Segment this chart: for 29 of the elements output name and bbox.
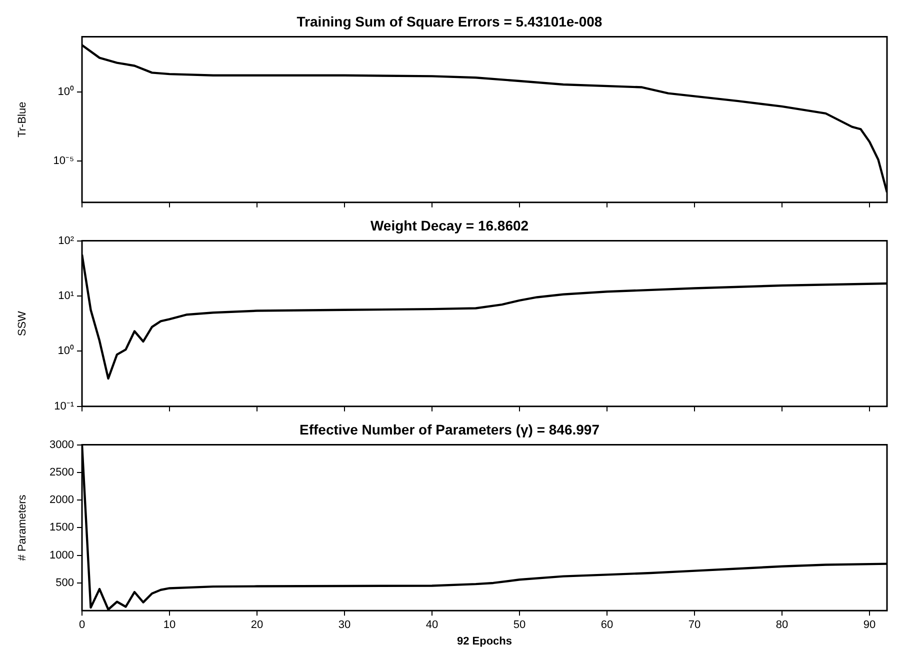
chart-title: Effective Number of Parameters (γ) = 846.997 [300,421,600,438]
chart-title: Training Sum of Square Errors = 5.43101e-008 [296,13,602,30]
x-tick-label: 30 [338,619,351,632]
y-axis-title: Tr-Blue [16,102,29,138]
chart-title: Weight Decay = 16.8602 [370,217,529,234]
x-tick-label: 70 [688,619,701,632]
x-tick-label: 60 [600,619,614,632]
y-tick-label: 10² [58,234,74,247]
y-tick-label: 10¹ [58,290,74,302]
y-tick-label: 500 [56,577,74,589]
y-tick-label: 1000 [50,549,74,562]
y-tick-label: 2000 [50,494,74,506]
y-tick-label: 2500 [50,466,74,478]
y-tick-label: 10⁻⁵ [53,155,74,168]
y-tick-label: 10⁰ [58,344,74,358]
y-axis-title: # Parameters [16,494,29,561]
y-tick-label: 3000 [50,438,74,451]
x-axis-title: 92 Epochs [456,635,512,648]
y-tick-label: 10⁻¹ [54,400,74,412]
x-tick-label: 80 [776,619,788,632]
x-tick-label: 50 [513,619,526,632]
y-axis-title: SSW [16,310,29,336]
x-tick-label: 0 [78,619,86,632]
y-tick-label: 10⁰ [58,85,74,98]
x-tick-label: 10 [163,619,176,632]
x-tick-label: 90 [863,619,876,632]
x-tick-label: 20 [250,619,264,632]
x-tick-label: 40 [426,619,438,632]
y-tick-label: 1500 [50,522,74,534]
